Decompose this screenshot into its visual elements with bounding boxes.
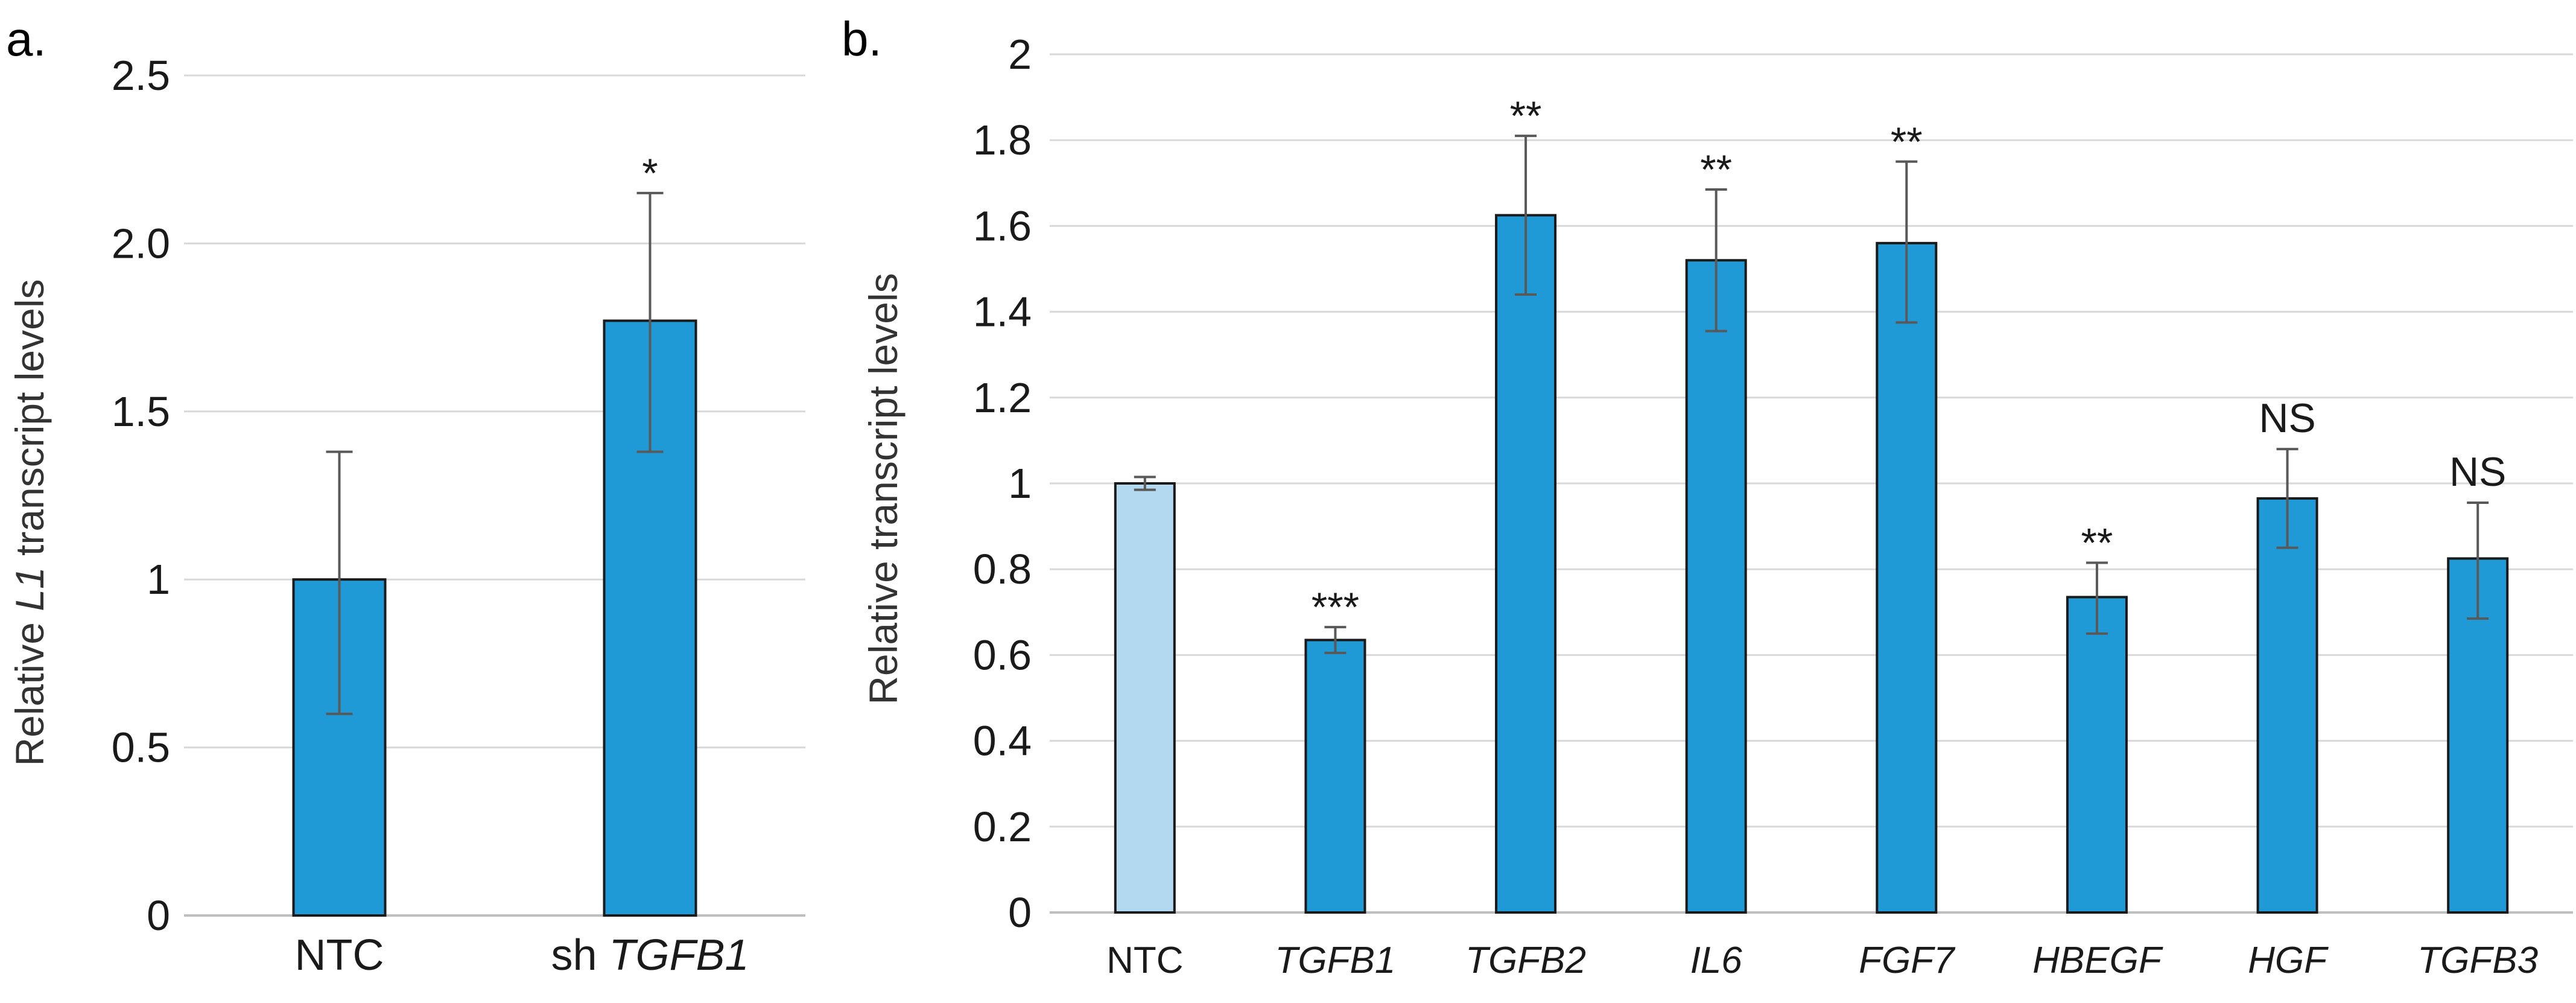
b-bar-hbegf <box>2066 596 2128 914</box>
b-error-bar <box>2467 501 2489 620</box>
b-category-label: TGFB1 <box>1275 940 1396 981</box>
b-category-label: TGFB3 <box>2417 940 2538 981</box>
b-bar-tgfb2 <box>1495 214 1557 914</box>
b-category-label: HGF <box>2248 940 2329 981</box>
b-y-tick-label: 2 <box>1008 31 1032 78</box>
b-y-tick-label: 0.2 <box>973 803 1032 850</box>
a-y-tick-label: 1.5 <box>112 388 170 435</box>
a-error-bar <box>326 450 353 715</box>
b-y-tick-label: 0.6 <box>973 631 1032 678</box>
b-error-bar <box>1515 135 1537 296</box>
a-y-tick-label: 0.5 <box>112 724 170 771</box>
panel-a-y-axis-label: Relative L1 transcript levels <box>7 279 52 766</box>
b-error-bar <box>1134 476 1156 491</box>
b-error-bar <box>2276 448 2298 549</box>
b-significance-label: ** <box>1891 119 1923 165</box>
a-y-tick-label: 1 <box>147 556 170 603</box>
b-y-tick-label: 0.4 <box>973 718 1032 765</box>
b-bar-ntc <box>1114 482 1176 914</box>
b-y-tick-label: 1 <box>1008 460 1032 507</box>
b-y-tick-label: 1.2 <box>973 374 1032 421</box>
b-significance-label: ** <box>1700 147 1732 193</box>
b-category-label: IL6 <box>1690 940 1743 981</box>
b-error-bar <box>1896 160 1918 324</box>
b-y-tick-label: 1.8 <box>973 116 1032 164</box>
b-y-tick-label: 0.8 <box>973 546 1032 593</box>
b-significance-label: NS <box>2449 449 2506 495</box>
b-y-tick-label: 1.6 <box>973 202 1032 249</box>
a-error-bar <box>636 191 664 453</box>
panel-a-y-axis-label-italic: L1 <box>7 567 52 611</box>
b-category-label: HBEGF <box>2032 940 2163 981</box>
a-category-label: NTC <box>295 931 384 979</box>
b-error-bar <box>1324 626 1347 654</box>
b-significance-label: NS <box>2259 395 2315 441</box>
panel-a-chart: a. Relative L1 transcript levels 0 0.5 1 1.… <box>6 12 805 979</box>
b-bar-hgf <box>2256 497 2318 914</box>
panel-a-label: a. <box>6 12 46 66</box>
panel-b-chart: b. Relative transcript levels 0 0.2 0.4 0.6… <box>842 12 2573 981</box>
a-y-tick-label: 2.5 <box>112 52 170 99</box>
a-category-label: sh TGFB1 <box>551 931 749 979</box>
panel-a-y-axis-label-suffix: transcript levels <box>7 279 52 567</box>
b-bar-il6 <box>1685 259 1747 914</box>
a-significance-label: * <box>642 150 658 196</box>
b-category-label: NTC <box>1106 940 1183 981</box>
b-significance-label: *** <box>1312 584 1359 630</box>
a-y-tick-label: 0 <box>147 892 170 939</box>
b-category-label: FGF7 <box>1859 940 1956 981</box>
b-bar-tgfb1 <box>1304 638 1366 914</box>
b-category-label: TGFB2 <box>1465 940 1586 981</box>
b-y-tick-label: 1.4 <box>973 288 1032 336</box>
b-error-bar <box>2086 561 2108 635</box>
b-significance-label: ** <box>2081 520 2113 566</box>
b-error-bar <box>1705 188 1727 333</box>
b-significance-label: ** <box>1510 93 1542 139</box>
b-bar-fgf7 <box>1876 241 1938 914</box>
a-y-tick-label: 2.0 <box>112 220 170 267</box>
panel-b-label: b. <box>842 12 882 66</box>
panel-a-y-axis-label-prefix: Relative <box>7 611 52 766</box>
b-y-tick-label: 0 <box>1008 889 1032 936</box>
panel-b-y-axis-label: Relative transcript levels <box>861 273 906 704</box>
